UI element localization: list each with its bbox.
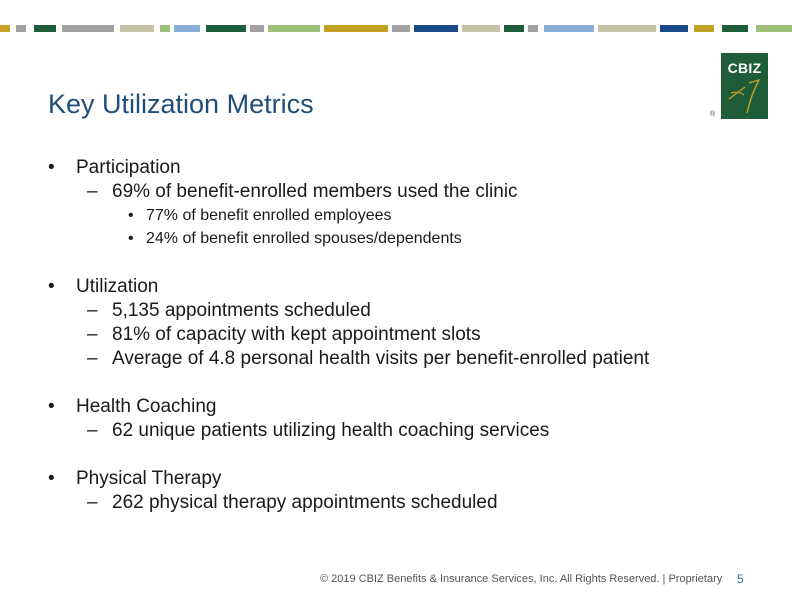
section-heading: Physical Therapy [76, 468, 222, 489]
footer-copyright: © 2019 CBIZ Benefits & Insurance Service… [320, 573, 723, 585]
section-heading: Participation [76, 157, 181, 178]
section-heading: Utilization [76, 276, 159, 297]
sub-list-item: 77% of benefit enrolled employees [146, 207, 392, 224]
dash-marker: – [87, 181, 98, 202]
stripe-segment [206, 25, 246, 32]
list-item: 62 unique patients utilizing health coac… [112, 420, 550, 441]
stripe-segment [598, 25, 656, 32]
bullet-marker: • [128, 230, 134, 247]
list-item: Average of 4.8 personal health visits pe… [112, 348, 650, 369]
stripe-segment [756, 25, 792, 32]
stripe-segment [268, 25, 320, 32]
stripe-segment [660, 25, 688, 32]
stripe-segment [0, 25, 10, 32]
stripe-segment [34, 25, 56, 32]
dash-marker: – [87, 324, 98, 345]
stripe-segment [462, 25, 500, 32]
registered-mark: ® [710, 111, 716, 118]
stripe-segment [544, 25, 594, 32]
list-item: 5,135 appointments scheduled [112, 300, 371, 321]
sub-list-item: 24% of benefit enrolled spouses/dependen… [146, 230, 462, 247]
bullet-marker: • [48, 276, 55, 297]
stripe-segment [120, 25, 154, 32]
list-item: 81% of capacity with kept appointment sl… [112, 324, 481, 345]
stripe-segment [324, 25, 388, 32]
bullet-marker: • [128, 207, 134, 224]
logo-mark-icon [728, 78, 761, 114]
stripe-segment [160, 25, 170, 32]
bullet-marker: • [48, 468, 55, 489]
dash-marker: – [87, 300, 98, 321]
stripe-segment [694, 25, 714, 32]
dash-marker: – [87, 420, 98, 441]
stripe-segment [504, 25, 524, 32]
list-item: 262 physical therapy appointments schedu… [112, 492, 498, 513]
bullet-marker: • [48, 157, 55, 178]
page-title: Key Utilization Metrics [48, 89, 314, 119]
stripe-segment [250, 25, 264, 32]
section-heading: Health Coaching [76, 396, 217, 417]
stripe-segment [392, 25, 410, 32]
dash-marker: – [87, 492, 98, 513]
dash-marker: – [87, 348, 98, 369]
stripe-segment [62, 25, 114, 32]
list-item: 69% of benefit-enrolled members used the… [112, 181, 518, 202]
stripe-segment [174, 25, 200, 32]
logo-text: CBIZ [727, 60, 762, 76]
stripe-segment [414, 25, 458, 32]
stripe-segment [16, 25, 26, 32]
stripe-segment [722, 25, 748, 32]
stripe-segment [528, 25, 538, 32]
page-number: 5 [737, 572, 744, 586]
bullet-marker: • [48, 396, 55, 417]
cbiz-logo: CBIZ [721, 53, 768, 119]
